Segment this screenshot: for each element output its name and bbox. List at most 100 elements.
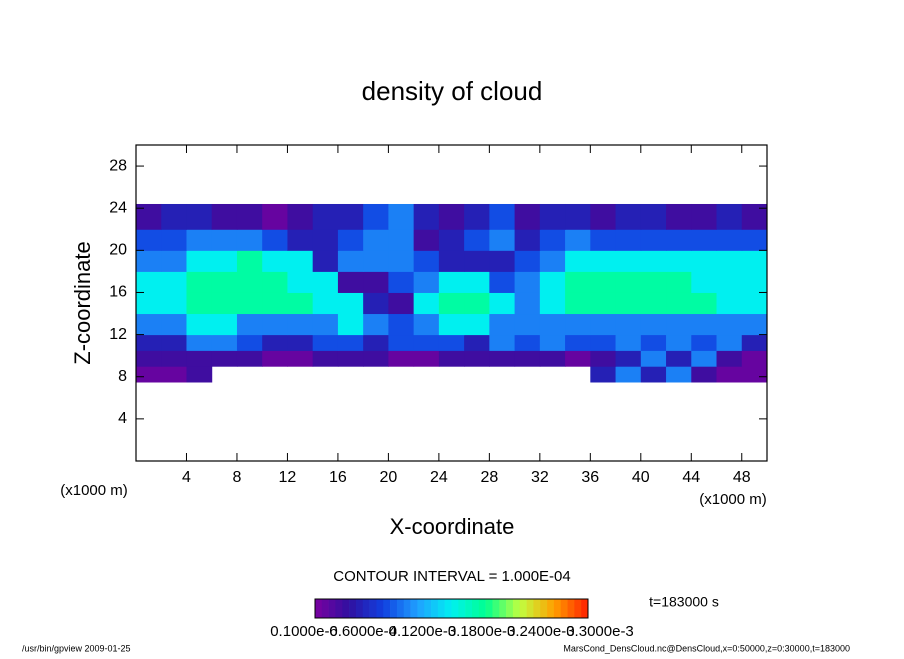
colorbar-swatch bbox=[403, 599, 411, 618]
cell bbox=[615, 203, 642, 230]
cell bbox=[640, 366, 667, 383]
cell bbox=[136, 292, 162, 315]
cell bbox=[388, 250, 415, 272]
cell bbox=[539, 313, 566, 336]
cell bbox=[312, 334, 339, 351]
cell bbox=[186, 203, 213, 230]
cell bbox=[666, 271, 692, 293]
colorbar-swatch bbox=[355, 599, 364, 618]
cell bbox=[464, 350, 490, 367]
cell bbox=[539, 250, 566, 272]
colorbar-frame bbox=[314, 598, 589, 619]
colorbar-swatch bbox=[362, 599, 370, 618]
cell bbox=[716, 271, 743, 293]
cell bbox=[666, 250, 692, 272]
colorbar-swatch bbox=[478, 599, 486, 618]
cell bbox=[590, 292, 617, 315]
colorbar-swatch bbox=[567, 599, 575, 618]
cell bbox=[161, 334, 187, 351]
cell bbox=[615, 250, 642, 272]
cell bbox=[438, 292, 465, 315]
cell bbox=[287, 334, 314, 351]
cell bbox=[615, 350, 642, 367]
cell bbox=[640, 271, 667, 293]
colorbar-swatch bbox=[315, 599, 323, 618]
colorbar-swatch bbox=[506, 599, 514, 618]
cell bbox=[388, 313, 415, 336]
cell bbox=[539, 350, 566, 367]
cell bbox=[211, 271, 238, 293]
colorbar-swatch bbox=[369, 599, 377, 618]
cell bbox=[691, 334, 718, 351]
y-tick-label: 24 bbox=[109, 199, 127, 216]
cell bbox=[691, 313, 718, 336]
cell bbox=[388, 271, 415, 293]
cell bbox=[716, 313, 743, 336]
cell bbox=[590, 203, 617, 230]
colorbar-swatch bbox=[396, 599, 405, 618]
cell bbox=[590, 313, 617, 336]
y-tick-label: 28 bbox=[109, 157, 127, 174]
cell bbox=[438, 229, 465, 251]
cell bbox=[691, 350, 718, 367]
field bbox=[136, 203, 768, 383]
cell bbox=[287, 271, 314, 293]
cell bbox=[186, 271, 213, 293]
cell bbox=[363, 250, 389, 272]
colorbar-swatch bbox=[444, 599, 452, 618]
cell bbox=[539, 229, 566, 251]
colorbar-swatch bbox=[417, 599, 425, 618]
cell bbox=[413, 271, 440, 293]
cell bbox=[262, 334, 288, 351]
cell bbox=[615, 366, 642, 383]
cell bbox=[640, 350, 667, 367]
x-axis-label: X-coordinate bbox=[390, 514, 515, 539]
cell bbox=[464, 229, 490, 251]
cell bbox=[438, 334, 465, 351]
cell bbox=[691, 292, 718, 315]
cell bbox=[186, 229, 213, 251]
cell bbox=[236, 203, 263, 230]
cell bbox=[312, 250, 339, 272]
cell bbox=[161, 350, 187, 367]
colorbar-swatch bbox=[390, 599, 398, 618]
cell bbox=[666, 350, 692, 367]
cell bbox=[691, 203, 718, 230]
colorbar-label: 0.1800e-3 bbox=[448, 623, 516, 640]
cell bbox=[438, 203, 465, 230]
colorbar-label: 0.2400e-3 bbox=[507, 623, 575, 640]
colorbar-swatch bbox=[321, 599, 329, 618]
cell bbox=[615, 292, 642, 315]
cell bbox=[312, 203, 339, 230]
plot-frame bbox=[135, 144, 768, 462]
x-tick-label: 44 bbox=[682, 469, 700, 486]
cell bbox=[413, 334, 440, 351]
cell bbox=[312, 313, 339, 336]
cell bbox=[691, 250, 718, 272]
cell bbox=[565, 229, 591, 251]
colorbar-swatch bbox=[437, 599, 445, 618]
cell bbox=[186, 334, 213, 351]
cell bbox=[186, 366, 213, 383]
cell bbox=[413, 250, 440, 272]
cell bbox=[666, 229, 692, 251]
colorbar-swatch bbox=[458, 599, 466, 618]
colorbar-swatch bbox=[553, 599, 561, 618]
cell bbox=[666, 203, 692, 230]
cell bbox=[565, 271, 591, 293]
cell bbox=[262, 203, 288, 230]
cell bbox=[161, 313, 187, 336]
cell bbox=[539, 203, 566, 230]
cell bbox=[590, 229, 617, 251]
cell bbox=[413, 229, 440, 251]
colorbar-label: 0.6000e-4 bbox=[329, 623, 397, 640]
x-tick-label: 4 bbox=[182, 469, 191, 486]
cell bbox=[161, 366, 187, 383]
x-tick-label: 36 bbox=[581, 469, 599, 486]
cell bbox=[262, 271, 288, 293]
cell bbox=[337, 271, 364, 293]
cell bbox=[161, 292, 187, 315]
cell bbox=[691, 366, 718, 383]
cell bbox=[236, 313, 263, 336]
